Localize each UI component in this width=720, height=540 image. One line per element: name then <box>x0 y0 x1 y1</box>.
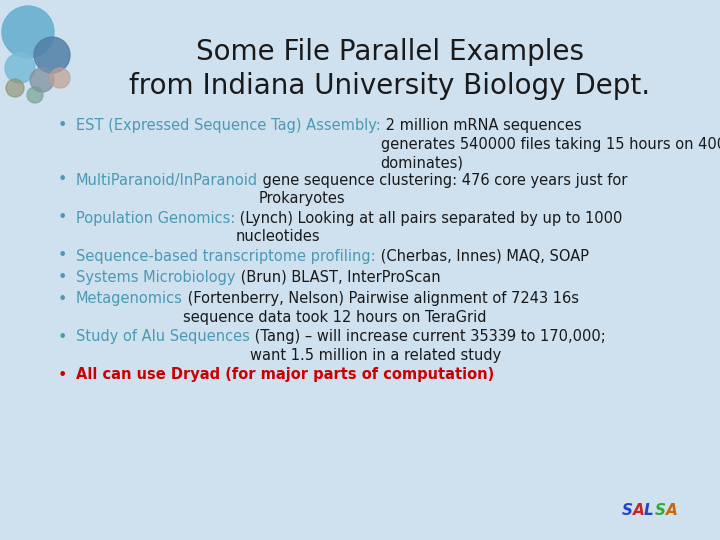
Text: •: • <box>58 211 67 226</box>
Text: gene sequence clustering: 476 core years just for
Prokaryotes: gene sequence clustering: 476 core years… <box>258 172 628 206</box>
Text: (Tang) – will increase current 35339 to 170,000;
want 1.5 million in a related s: (Tang) – will increase current 35339 to … <box>250 329 606 363</box>
Text: Sequence-based transcriptome profiling:: Sequence-based transcriptome profiling: <box>76 248 376 264</box>
Text: 2 million mRNA sequences
generates 540000 files taking 15 hours on 400 TeraGrid : 2 million mRNA sequences generates 54000… <box>381 118 720 170</box>
Text: •: • <box>58 292 67 307</box>
Text: Study of Alu Sequences: Study of Alu Sequences <box>76 329 250 345</box>
Text: Population Genomics:: Population Genomics: <box>76 211 235 226</box>
Circle shape <box>5 53 35 83</box>
Text: S: S <box>655 503 666 518</box>
Text: •: • <box>58 172 67 187</box>
Text: •: • <box>58 118 67 133</box>
Text: •: • <box>58 368 67 382</box>
Text: •: • <box>58 248 67 264</box>
Circle shape <box>2 6 54 58</box>
Circle shape <box>27 87 43 103</box>
Text: S: S <box>622 503 633 518</box>
Text: A: A <box>666 503 678 518</box>
Text: EST (Expressed Sequence Tag) Assembly:: EST (Expressed Sequence Tag) Assembly: <box>76 118 381 133</box>
Text: Metagenomics: Metagenomics <box>76 292 183 307</box>
Text: •: • <box>58 270 67 285</box>
Text: from Indiana University Biology Dept.: from Indiana University Biology Dept. <box>130 72 651 100</box>
Text: (Fortenberry, Nelson) Pairwise alignment of 7243 16s
sequence data took 12 hours: (Fortenberry, Nelson) Pairwise alignment… <box>183 292 579 325</box>
Circle shape <box>50 68 70 88</box>
Circle shape <box>34 37 70 73</box>
Text: L: L <box>644 503 654 518</box>
Text: Some File Parallel Examples: Some File Parallel Examples <box>196 38 584 66</box>
Text: Systems Microbiology: Systems Microbiology <box>76 270 235 285</box>
Text: (Lynch) Looking at all pairs separated by up to 1000
nucleotides: (Lynch) Looking at all pairs separated b… <box>235 211 623 244</box>
Text: A: A <box>633 503 644 518</box>
Text: •: • <box>58 329 67 345</box>
Text: (Cherbas, Innes) MAQ, SOAP: (Cherbas, Innes) MAQ, SOAP <box>376 248 589 264</box>
Circle shape <box>30 68 54 92</box>
Circle shape <box>6 79 24 97</box>
Text: (Brun) BLAST, InterProScan: (Brun) BLAST, InterProScan <box>235 270 440 285</box>
Text: All can use Dryad (for major parts of computation): All can use Dryad (for major parts of co… <box>76 368 494 382</box>
Text: MultiParanoid/InParanoid: MultiParanoid/InParanoid <box>76 172 258 187</box>
